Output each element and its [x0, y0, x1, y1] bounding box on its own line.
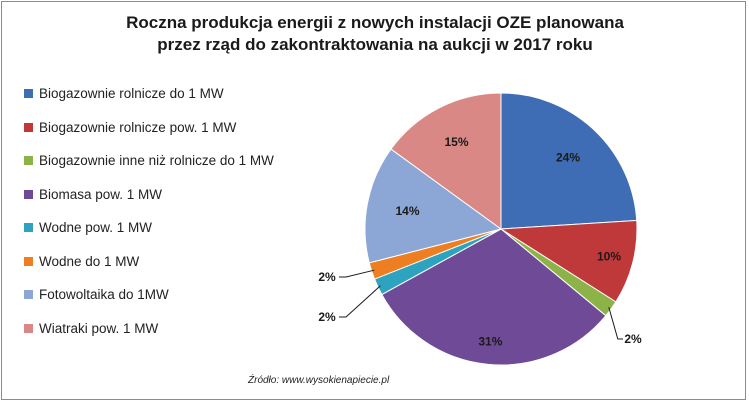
- data-label: 15%: [444, 135, 468, 149]
- pie-slice: [499, 219, 638, 303]
- legend-item: Biogazownie rolnicze do 1 MW: [24, 86, 224, 101]
- data-label: 10%: [597, 250, 621, 264]
- data-label: 2%: [624, 332, 642, 346]
- legend-swatch: [24, 89, 33, 98]
- leader-line: [608, 307, 623, 340]
- chart-title: Roczna produkcja energii z nowych instal…: [60, 12, 690, 56]
- leader-line: [339, 285, 381, 318]
- legend-swatch: [24, 156, 33, 165]
- data-label: 31%: [478, 334, 502, 348]
- legend-item: Biogazownie inne niż rolnicze do 1 MW: [24, 153, 274, 168]
- pie-slice: [381, 228, 607, 366]
- legend-swatch: [24, 256, 33, 266]
- legend-item: Wodne pow. 1 MW: [24, 220, 152, 235]
- legend-swatch: [24, 189, 33, 199]
- chart-title-line-2: przez rząd do zakontraktowania na aukcji…: [157, 35, 593, 54]
- legend-label: Wiatraki pow. 1 MW: [39, 320, 159, 336]
- legend-swatch: [24, 122, 33, 132]
- legend-label: Biomasa pow. 1 MW: [39, 186, 163, 202]
- pie-slice: [364, 148, 503, 264]
- legend-label: Biogazownie inne niż rolnicze do 1 MW: [39, 153, 274, 168]
- legend-item: Fotowoltaika do 1MW: [24, 287, 169, 302]
- legend-label: Biogazownie rolnicze do 1 MW: [39, 86, 224, 101]
- legend-label: Fotowoltaika do 1MW: [39, 287, 169, 302]
- chart-title-line-1: Roczna produkcja energii z nowych instal…: [126, 13, 624, 32]
- data-label: 2%: [318, 310, 336, 324]
- legend-swatch: [24, 290, 33, 299]
- legend-swatch: [24, 223, 33, 232]
- legend-item: Biogazownie rolnicze pow. 1 MW: [24, 120, 236, 135]
- pie-slice: [390, 92, 502, 230]
- legend-label: Wodne do 1 MW: [39, 253, 140, 269]
- legend-label: Biogazownie rolnicze pow. 1 MW: [39, 119, 237, 135]
- legend-label: Wodne pow. 1 MW: [39, 220, 153, 235]
- data-label: 2%: [318, 270, 336, 284]
- data-label: 24%: [556, 151, 580, 165]
- source-note: Źródło: www.wysokienapiecie.pl: [248, 375, 390, 386]
- legend-swatch: [24, 323, 33, 333]
- leader-line: [339, 269, 375, 278]
- pie-slice: [500, 92, 638, 230]
- legend-item: Wiatraki pow. 1 MW: [24, 321, 158, 336]
- legend-item: Wodne do 1 MW: [24, 254, 139, 269]
- legend-item: Biomasa pow. 1 MW: [24, 187, 162, 202]
- data-label: 14%: [395, 204, 419, 218]
